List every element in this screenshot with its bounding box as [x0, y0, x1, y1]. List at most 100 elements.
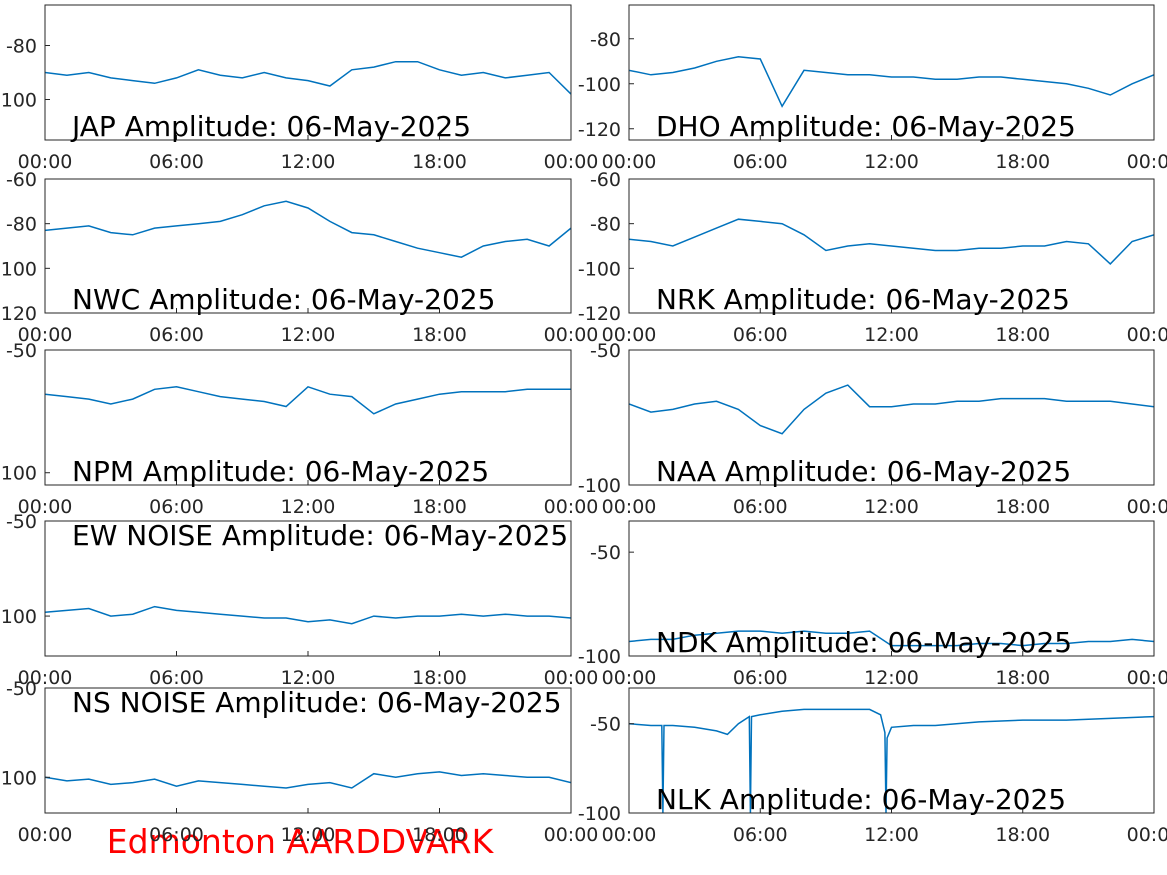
- x-tick-label: 18:00: [412, 667, 467, 689]
- panel: -120 -100 -80 -60 00:00 06:00 12:00 18:00 00:00 N…: [0, 169, 598, 346]
- series-line: [45, 771, 571, 789]
- x-tick-label: 00:00: [544, 667, 599, 689]
- x-tick-label: 12:00: [864, 824, 919, 846]
- annotation: NS NOISE Amplitude: 06-May-2025: [72, 686, 562, 719]
- x-tick-label: 06:00: [733, 496, 788, 518]
- x-tick-label: 00:00: [602, 151, 657, 173]
- annotation: NAA Amplitude: 06-May-2025: [656, 455, 1071, 488]
- x-tick-label: 06:00: [733, 824, 788, 846]
- x-tick-label: 18:00: [995, 824, 1050, 846]
- annotation: NWC Amplitude: 06-May-2025: [72, 283, 495, 316]
- y-tick-label: -50: [590, 542, 621, 564]
- x-tick-label: 00:00: [18, 496, 73, 518]
- series-line: [45, 605, 571, 625]
- x-tick-label: 12:00: [864, 151, 919, 173]
- panel: -100 -50 00:00 06:00 12:00 18:00 00:00 NAA Ampl…: [578, 340, 1167, 518]
- y-tick-label: -100: [578, 803, 621, 825]
- panel: -100 -50 00:00 06:00 12:00 18:00 00:00 NS NOISE…: [0, 678, 598, 846]
- x-tick-label: 00:00: [602, 667, 657, 689]
- x-tick-label: 18:00: [995, 324, 1050, 346]
- x-tick-label: 06:00: [149, 496, 204, 518]
- y-tick-label: -60: [6, 169, 37, 191]
- x-tick-label: 00:00: [602, 824, 657, 846]
- y-tick-label: -50: [590, 340, 621, 362]
- y-tick-label: -80: [6, 36, 37, 58]
- x-tick-label: 18:00: [412, 324, 467, 346]
- x-tick-label: 00:00: [602, 496, 657, 518]
- x-tick-label: 00:00: [18, 667, 73, 689]
- y-tick-label: -100: [0, 90, 37, 112]
- y-tick-label: -100: [0, 258, 37, 280]
- x-tick-label: 12:00: [281, 324, 336, 346]
- x-tick-label: 00:00: [544, 151, 599, 173]
- plot-area: [629, 350, 1154, 485]
- x-tick-label: 06:00: [149, 667, 204, 689]
- y-tick-label: -50: [6, 340, 37, 362]
- annotation: DHO Amplitude: 06-May-2025: [656, 110, 1076, 143]
- y-tick-label: -120: [578, 303, 621, 325]
- caption: Edmonton AARDDVARK: [107, 822, 495, 861]
- y-tick-label: -80: [590, 214, 621, 236]
- x-tick-label: 12:00: [281, 496, 336, 518]
- panel: -100 -80 00:00 06:00 12:00 18:00 00:00 JAP Ampl…: [0, 4, 599, 173]
- x-tick-label: 00:00: [18, 324, 73, 346]
- x-tick-label: 06:00: [149, 151, 204, 173]
- x-tick-label: 18:00: [995, 667, 1050, 689]
- x-tick-label: 12:00: [864, 496, 919, 518]
- x-tick-label: 00:00: [1127, 496, 1167, 518]
- x-tick-label: 18:00: [412, 496, 467, 518]
- annotation: EW NOISE Amplitude: 06-May-2025: [72, 519, 568, 552]
- series-line: [629, 218, 1154, 265]
- x-tick-label: 18:00: [412, 151, 467, 173]
- y-tick-label: -120: [0, 303, 37, 325]
- y-tick-label: -100: [578, 646, 621, 668]
- y-tick-label: -120: [578, 119, 621, 141]
- x-tick-label: 12:00: [281, 667, 336, 689]
- series-line: [629, 56, 1154, 108]
- x-tick-label: 06:00: [733, 667, 788, 689]
- annotation: JAP Amplitude: 06-May-2025: [70, 110, 471, 143]
- plot-area: [45, 688, 571, 813]
- x-tick-label: 00:00: [18, 151, 73, 173]
- y-tick-label: -100: [578, 475, 621, 497]
- y-tick-label: -50: [590, 714, 621, 736]
- x-tick-label: 00:00: [1127, 151, 1167, 173]
- plot-area: [45, 521, 571, 656]
- series-line: [629, 384, 1154, 435]
- panel: -100 -50 00:00 06:00 12:00 18:00 00:00 NPM Ampl…: [0, 340, 598, 518]
- x-tick-label: 00:00: [544, 496, 599, 518]
- x-tick-label: 06:00: [733, 324, 788, 346]
- x-tick-label: 12:00: [864, 324, 919, 346]
- series-line: [45, 60, 571, 95]
- annotation: NDK Amplitude: 06-May-2025: [656, 626, 1072, 659]
- x-tick-label: 18:00: [995, 151, 1050, 173]
- y-tick-label: -100: [578, 74, 621, 96]
- plot-area: [45, 350, 571, 485]
- panel: -120 -100 -80 00:00 06:00 12:00 18:00 00:00 DHO …: [578, 4, 1167, 173]
- annotation: NRK Amplitude: 06-May-2025: [656, 283, 1070, 316]
- y-tick-label: -100: [0, 463, 37, 485]
- x-tick-label: 00:00: [602, 324, 657, 346]
- y-tick-label: -100: [578, 258, 621, 280]
- x-tick-label: 06:00: [149, 324, 204, 346]
- x-tick-label: 12:00: [281, 824, 336, 846]
- panel: -120 -100 -80 -60 00:00 06:00 12:00 18:00 00:00 N…: [578, 169, 1167, 346]
- y-tick-label: -50: [6, 678, 37, 700]
- x-tick-label: 18:00: [995, 496, 1050, 518]
- x-tick-label: 12:00: [281, 151, 336, 173]
- x-tick-label: 00:00: [1127, 667, 1167, 689]
- x-tick-label: 00:00: [544, 324, 599, 346]
- series-line: [629, 630, 1154, 647]
- panel: -100 -50 00:00 06:00 12:00 18:00 00:00 NLK Ampl…: [578, 687, 1167, 846]
- annotation: NPM Amplitude: 06-May-2025: [72, 455, 489, 488]
- x-tick-label: 00:00: [544, 824, 599, 846]
- x-tick-label: 18:00: [412, 824, 467, 846]
- plot-area: [629, 5, 1154, 140]
- y-tick-label: -100: [0, 767, 37, 789]
- x-tick-label: 00:00: [1127, 824, 1167, 846]
- annotation: NLK Amplitude: 06-May-2025: [656, 783, 1066, 816]
- x-tick-label: 00:00: [1127, 324, 1167, 346]
- series-line: [45, 200, 571, 258]
